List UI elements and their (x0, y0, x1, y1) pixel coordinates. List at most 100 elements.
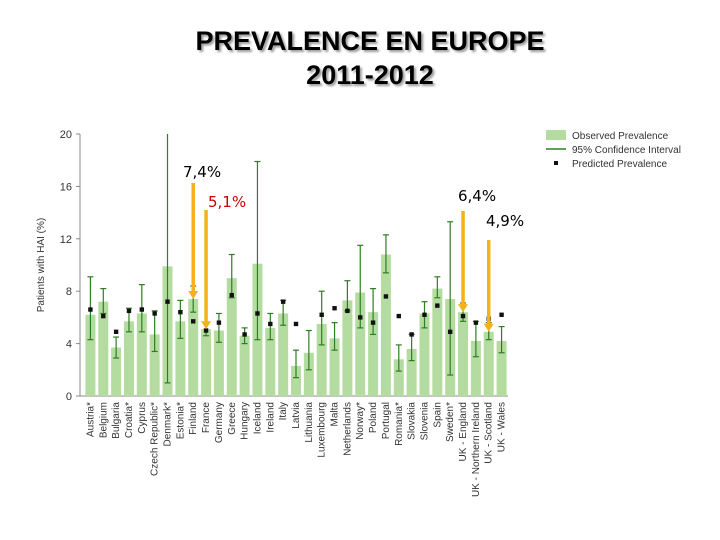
predicted-point-21 (358, 315, 363, 320)
arrow-head (458, 304, 469, 313)
bar-32 (496, 340, 507, 396)
bar-22 (368, 312, 379, 396)
predicted-point-8 (191, 319, 196, 324)
category-label-13: Iceland (252, 402, 263, 434)
bar-5 (149, 334, 160, 396)
legend-label-0: Observed Prevalence (572, 131, 669, 142)
bar-16 (291, 365, 301, 396)
category-label-25: Slovakia (407, 402, 418, 440)
annotation-arrow-0 (188, 183, 199, 300)
category-label-17: Lithuania (304, 402, 315, 443)
annotation-uk-scotland-value: 4,9% (486, 212, 525, 230)
bar-0 (85, 314, 96, 396)
arrow-head (201, 321, 212, 330)
legend-label-2: Predicted Prevalence (572, 159, 667, 170)
predicted-point-16 (293, 321, 299, 327)
bar-15 (278, 313, 289, 396)
arrow-head (188, 291, 199, 300)
category-label-8: Finland (188, 402, 199, 435)
bar-26 (419, 313, 430, 396)
category-label-23: Portugal (381, 402, 392, 439)
annotation-arrow-2 (458, 211, 469, 313)
predicted-point-27 (435, 303, 440, 308)
bar-14 (265, 327, 276, 396)
annotation-finland-value: 7,4% (183, 163, 222, 181)
predicted-point-7 (178, 309, 183, 315)
category-label-24: Romania* (394, 402, 405, 446)
annotation-arrow-3 (483, 240, 494, 332)
annotation-uk-england-value: 6,4% (458, 187, 497, 205)
bar-20 (342, 300, 353, 396)
predicted-point-10 (216, 320, 222, 325)
predicted-point-6 (165, 299, 170, 304)
category-label-6: Denmark* (163, 402, 174, 447)
y-tick-label: 4 (66, 339, 72, 351)
y-tick-label: 12 (60, 234, 72, 246)
predicted-point-9 (203, 328, 209, 333)
predicted-point-30 (473, 320, 479, 325)
category-label-18: Luxembourg (317, 402, 328, 458)
annotation-arrow-1 (201, 210, 212, 330)
predicted-point-22 (370, 320, 376, 325)
y-tick-label: 16 (60, 181, 72, 193)
bar-11 (226, 278, 237, 396)
category-label-0: Austria* (85, 402, 96, 437)
category-label-3: Croatia* (124, 402, 135, 438)
bar-7 (175, 321, 186, 396)
legend-swatch-observed (546, 130, 566, 140)
predicted-point-19 (332, 306, 337, 311)
y-axis-title: Patients with HAI (%) (36, 218, 47, 312)
predicted-point-12 (242, 332, 247, 337)
category-label-21: Norway* (355, 402, 366, 440)
category-label-20: Netherlands (342, 402, 353, 456)
bar-27 (432, 288, 443, 396)
category-label-26: Slovenia (419, 402, 430, 441)
predicted-point-29 (460, 313, 466, 319)
bar-2 (111, 347, 122, 396)
predicted-point-14 (268, 321, 273, 327)
category-label-5: Czech Republic* (150, 402, 161, 476)
y-tick-label: 20 (60, 129, 72, 141)
category-label-11: Greece (227, 402, 238, 435)
legend-label-1: 95% Confidence Interval (572, 145, 681, 156)
category-label-12: Hungary (240, 402, 251, 440)
bar-3 (123, 321, 134, 396)
category-label-1: Belgium (98, 402, 109, 438)
category-label-27: Spain (432, 402, 443, 428)
category-label-9: France (201, 402, 212, 434)
predicted-point-28 (447, 329, 453, 335)
bar-8 (188, 299, 199, 396)
predicted-point-2 (113, 329, 119, 335)
bar-4 (136, 313, 147, 396)
bar-18 (316, 323, 327, 396)
category-label-32: UK - Wales (497, 402, 508, 452)
category-label-10: Germany (214, 402, 225, 443)
category-label-7: Estonia* (175, 402, 186, 439)
bar-12 (239, 335, 250, 396)
category-label-16: Latvia (291, 402, 302, 429)
category-label-30: UK - Northern Ireland (471, 402, 482, 497)
bar-17 (303, 352, 314, 396)
predicted-point-15 (280, 299, 286, 304)
bar-9 (201, 329, 212, 396)
arrow-head (483, 323, 494, 332)
predicted-point-18 (319, 312, 324, 317)
predicted-point-0 (88, 307, 93, 312)
predicted-point-4 (139, 307, 145, 312)
category-label-2: Bulgaria (111, 402, 122, 439)
category-label-22: Poland (368, 402, 379, 433)
predicted-point-23 (383, 294, 389, 299)
category-label-15: Italy (278, 402, 289, 420)
predicted-point-1 (101, 313, 106, 319)
predicted-point-26 (422, 312, 427, 317)
bar-25 (406, 348, 417, 396)
predicted-point-5 (152, 311, 157, 316)
category-label-14: Ireland (265, 402, 276, 433)
y-tick-label: 8 (66, 286, 72, 298)
category-label-4: Cyprus (137, 402, 148, 434)
category-label-19: Malta (330, 402, 341, 427)
category-label-31: UK - Scotland (484, 402, 495, 464)
bar-21 (355, 292, 366, 396)
bar-10 (213, 330, 224, 396)
category-label-29: UK - England (458, 402, 469, 461)
